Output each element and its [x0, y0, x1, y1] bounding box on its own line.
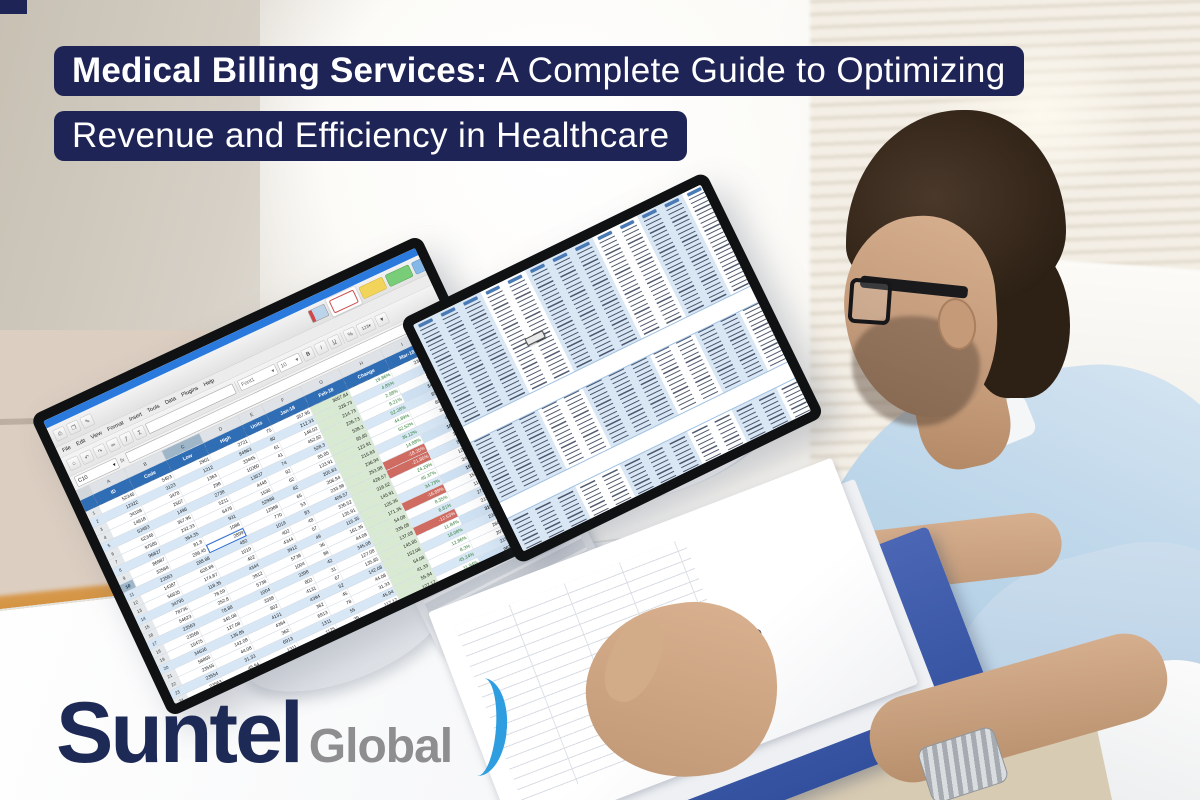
- filter-icon[interactable]: ▼: [374, 311, 391, 328]
- suntel-global-logo: Suntel Global: [56, 664, 511, 781]
- redo-icon[interactable]: ↷: [92, 443, 109, 459]
- menu-item-file[interactable]: File: [61, 444, 72, 454]
- glasses-lens: [847, 277, 893, 326]
- print-icon[interactable]: ⎙: [52, 425, 69, 442]
- title-line2: Revenue and Efficiency in Healthcare: [72, 116, 670, 155]
- menu-item-edit[interactable]: Edit: [75, 437, 87, 448]
- title-banner-line1: Medical Billing Services: A Complete Gui…: [54, 46, 1024, 96]
- home-icon[interactable]: ⌂: [65, 455, 82, 472]
- mini-table-icon[interactable]: [307, 303, 330, 324]
- paint-icon[interactable]: ✎: [79, 413, 96, 430]
- format-paint-icon[interactable]: ✏: [105, 436, 122, 453]
- title-regular: A Complete Guide to Optimizing: [487, 51, 1006, 90]
- sum-icon[interactable]: Σ: [131, 424, 148, 441]
- underline-button[interactable]: U: [326, 333, 343, 350]
- fx-label: fx: [119, 456, 126, 465]
- swoosh-crescent-icon: [450, 676, 511, 778]
- undo-icon[interactable]: ↶: [79, 449, 96, 466]
- bold-button[interactable]: B: [300, 346, 317, 362]
- corner-accent: [0, 0, 27, 14]
- title-banner-line2: Revenue and Efficiency in Healthcare: [54, 111, 688, 161]
- copy-icon[interactable]: ❐: [65, 419, 82, 436]
- percent-format-button[interactable]: %: [342, 326, 359, 343]
- function-icon[interactable]: ƒ: [118, 430, 135, 447]
- italic-button[interactable]: I: [313, 339, 330, 356]
- logo-primary-text: Suntel: [56, 685, 304, 781]
- number-format-button[interactable]: 123 ▾: [355, 317, 377, 337]
- title-bold: Medical Billing Services:: [72, 51, 488, 90]
- logo-secondary-text: Global: [308, 720, 453, 773]
